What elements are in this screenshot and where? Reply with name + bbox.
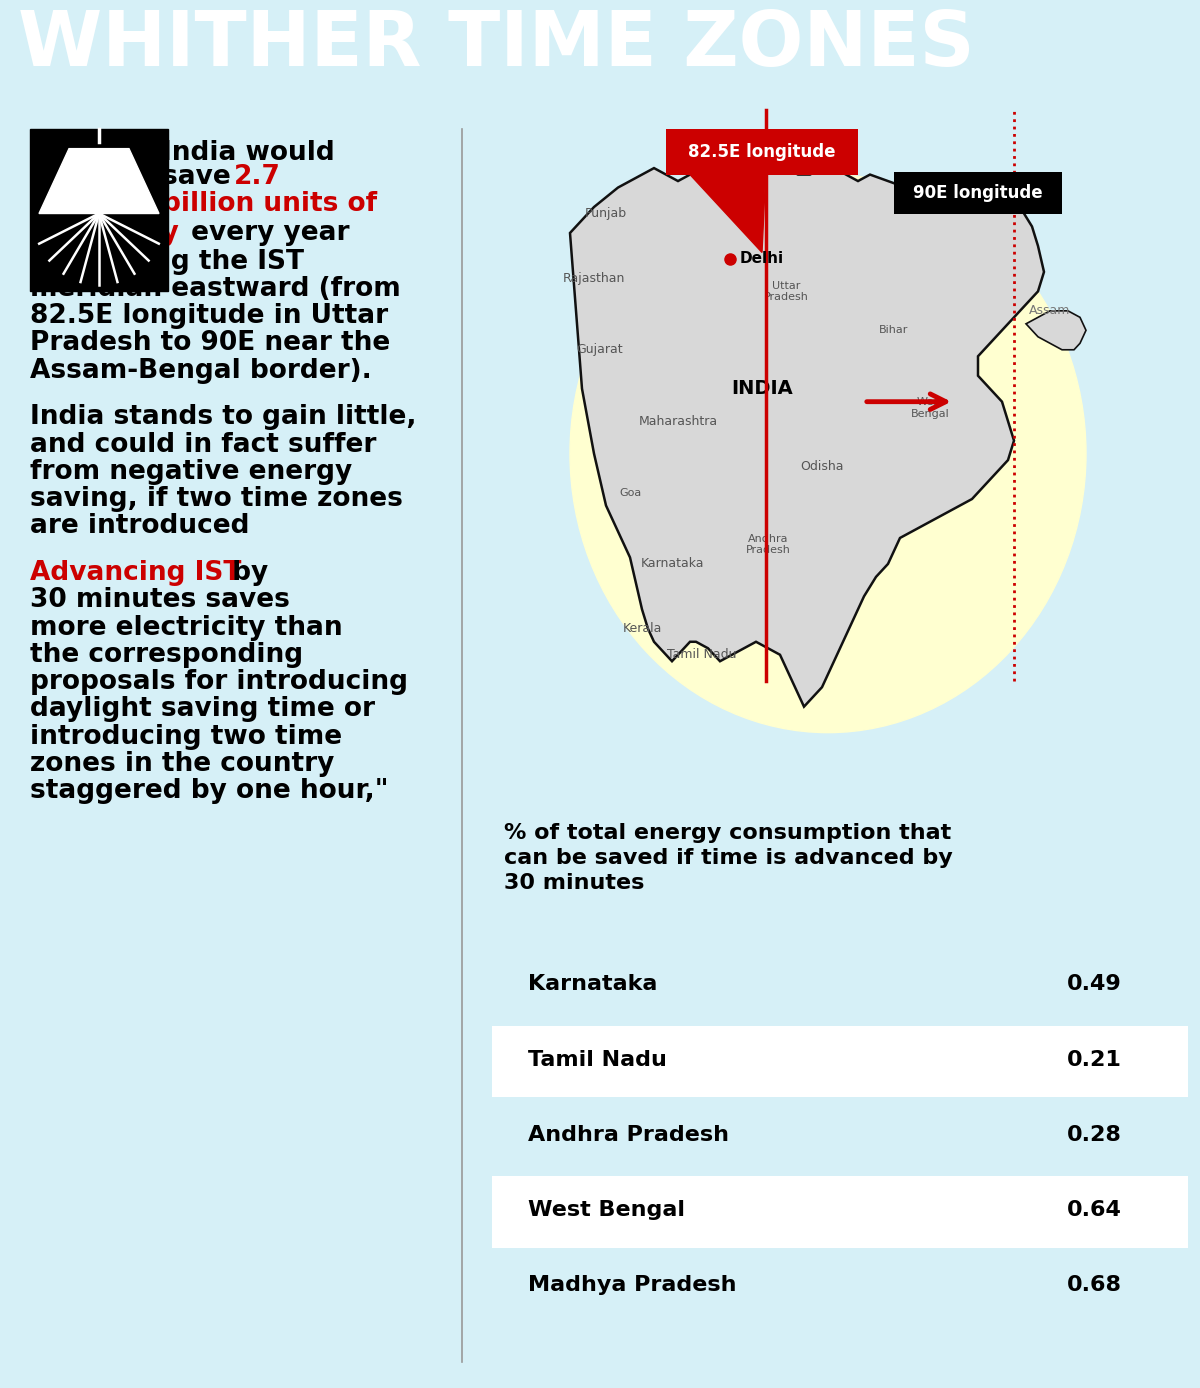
- Text: India stands to gain little,: India stands to gain little,: [30, 404, 416, 430]
- Text: Goa: Goa: [619, 487, 641, 497]
- FancyBboxPatch shape: [492, 1026, 1188, 1098]
- FancyBboxPatch shape: [492, 951, 1188, 1022]
- Text: 0.21: 0.21: [1067, 1049, 1122, 1070]
- Text: Gujarat: Gujarat: [577, 343, 623, 357]
- Text: 30 minutes saves: 30 minutes saves: [30, 587, 290, 613]
- Text: 82.5E longitude in Uttar: 82.5E longitude in Uttar: [30, 303, 388, 329]
- Circle shape: [570, 175, 1086, 733]
- Polygon shape: [38, 149, 158, 214]
- Text: by: by: [223, 559, 269, 586]
- FancyBboxPatch shape: [666, 129, 858, 175]
- Text: Kerala: Kerala: [623, 622, 661, 636]
- FancyBboxPatch shape: [894, 172, 1062, 214]
- Polygon shape: [570, 155, 1044, 706]
- Text: more electricity than: more electricity than: [30, 615, 343, 640]
- Text: Pradesh to 90E near the: Pradesh to 90E near the: [30, 330, 390, 357]
- Text: INDIA: INDIA: [731, 379, 793, 398]
- Text: staggered by one hour,": staggered by one hour,": [30, 779, 389, 804]
- Text: West Bengal: West Bengal: [528, 1201, 685, 1220]
- Text: and could in fact suffer: and could in fact suffer: [30, 432, 377, 458]
- Text: Assam-Bengal border).: Assam-Bengal border).: [30, 358, 372, 383]
- Text: Madhya Pradesh: Madhya Pradesh: [528, 1276, 737, 1295]
- Text: 0.64: 0.64: [1067, 1201, 1122, 1220]
- Text: India would: India would: [162, 140, 335, 165]
- Text: Assam: Assam: [1030, 304, 1070, 318]
- Text: % of total energy consumption that
can be saved if time is advanced by
30 minute: % of total energy consumption that can b…: [504, 823, 953, 892]
- Text: Karnataka: Karnataka: [528, 974, 658, 994]
- Text: Andhra Pradesh: Andhra Pradesh: [528, 1124, 728, 1145]
- Text: save: save: [162, 164, 240, 190]
- Polygon shape: [1026, 311, 1086, 350]
- Text: are introduced: are introduced: [30, 514, 250, 540]
- Text: 0.49: 0.49: [1067, 974, 1122, 994]
- Text: 2.7: 2.7: [234, 164, 281, 190]
- Text: Odisha: Odisha: [800, 459, 844, 473]
- Text: the corresponding: the corresponding: [30, 641, 304, 668]
- Text: West
Bengal: West Bengal: [911, 397, 949, 419]
- Text: Advancing IST: Advancing IST: [30, 559, 241, 586]
- Text: Punjab: Punjab: [584, 207, 628, 221]
- Text: proposals for introducing: proposals for introducing: [30, 669, 408, 695]
- Text: Delhi: Delhi: [739, 251, 784, 266]
- Text: WHITHER TIME ZONES: WHITHER TIME ZONES: [18, 8, 974, 82]
- Polygon shape: [690, 175, 766, 253]
- FancyBboxPatch shape: [30, 129, 168, 291]
- FancyBboxPatch shape: [492, 1101, 1188, 1173]
- Text: saving, if two time zones: saving, if two time zones: [30, 486, 403, 512]
- Text: introducing two time: introducing two time: [30, 723, 342, 750]
- Text: Andhra
Pradesh: Andhra Pradesh: [745, 533, 791, 555]
- FancyBboxPatch shape: [492, 1177, 1188, 1248]
- Text: by shifting the IST: by shifting the IST: [30, 248, 304, 275]
- Text: 82.5E longitude: 82.5E longitude: [689, 143, 835, 161]
- FancyBboxPatch shape: [492, 1252, 1188, 1323]
- Text: from negative energy: from negative energy: [30, 459, 353, 484]
- Text: Karnataka: Karnataka: [641, 558, 703, 570]
- Text: billion units of: billion units of: [162, 192, 377, 218]
- Text: Bihar: Bihar: [880, 325, 908, 336]
- Text: every year: every year: [182, 221, 350, 246]
- Text: daylight saving time or: daylight saving time or: [30, 697, 374, 722]
- Text: 0.28: 0.28: [1067, 1124, 1122, 1145]
- Text: Tamil Nadu: Tamil Nadu: [528, 1049, 667, 1070]
- Text: Maharashtra: Maharashtra: [638, 415, 718, 428]
- Text: 0.68: 0.68: [1067, 1276, 1122, 1295]
- Text: Uttar
Pradesh: Uttar Pradesh: [763, 280, 809, 303]
- Text: electricity: electricity: [30, 221, 180, 246]
- Text: zones in the country: zones in the country: [30, 751, 335, 777]
- Text: 90E longitude: 90E longitude: [913, 183, 1043, 201]
- Text: Tamil Nadu: Tamil Nadu: [667, 648, 737, 661]
- Text: meridian eastward (from: meridian eastward (from: [30, 276, 401, 301]
- Text: Rajasthan: Rajasthan: [563, 272, 625, 285]
